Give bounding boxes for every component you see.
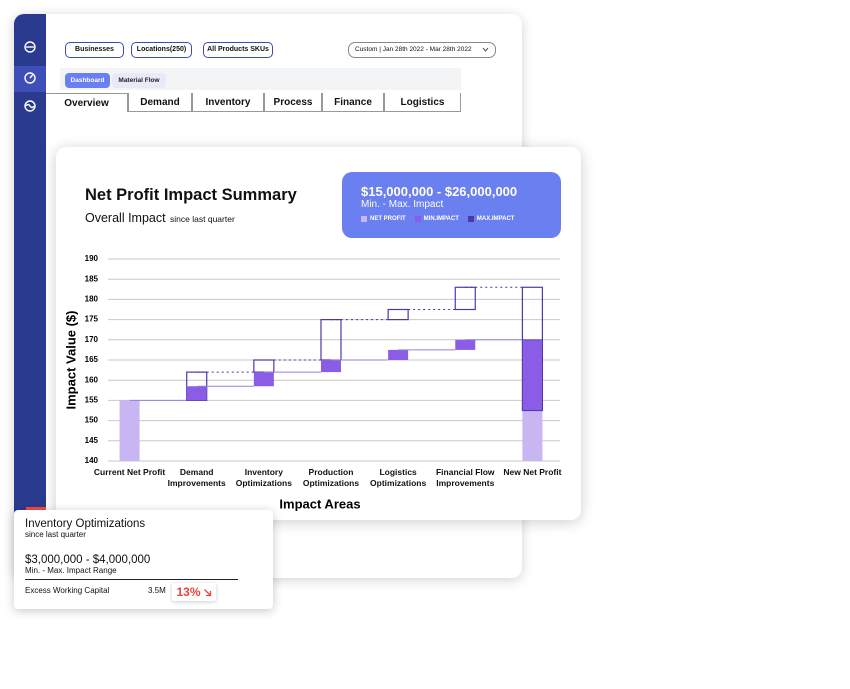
subtab[interactable]: Material Flow xyxy=(112,73,166,88)
inventory-title: Inventory Optimizations xyxy=(25,518,146,530)
filter-button[interactable]: Businesses xyxy=(65,42,124,58)
date-value: Jan 28th 2022 - Mar 28th 2022 xyxy=(382,46,472,53)
icon-gauge[interactable] xyxy=(24,72,36,84)
x-axis-title: Impact Areas xyxy=(279,496,360,511)
summary-caption: Min. - Max. Impact xyxy=(361,199,444,210)
chevron xyxy=(482,47,489,52)
x-tick-label: Logistics Optimizations xyxy=(370,467,427,488)
chart-subtitle: Overall Impact xyxy=(85,211,166,225)
x-tick-label: Inventory Optimizations xyxy=(235,467,292,488)
sidebar-icons xyxy=(24,41,36,112)
min-impact-bar xyxy=(253,372,274,387)
min-impact-bar xyxy=(186,386,207,401)
y-tick-label: 170 xyxy=(85,335,99,344)
net-profit-bar xyxy=(119,400,140,461)
chart-title: Net Profit Impact Summary xyxy=(85,186,297,204)
legend-item: MAX.IMPACT xyxy=(467,216,515,222)
chart-subtitle-row: Overall Impact since last quarter xyxy=(85,209,235,227)
x-tick-label: Production Optimizations xyxy=(302,467,360,488)
sidebar xyxy=(14,14,46,578)
filter-button[interactable]: All Products SKUs xyxy=(203,42,273,58)
tab[interactable]: Process xyxy=(264,93,322,112)
y-tick-label: 155 xyxy=(85,396,99,405)
metric-name: Excess Working Capital xyxy=(25,586,110,595)
y-tick-label: 165 xyxy=(85,355,99,364)
tab[interactable]: Demand xyxy=(128,93,192,112)
legend-label: MAX.IMPACT xyxy=(476,216,515,222)
y-tick-label: 185 xyxy=(85,274,99,283)
max-impact-bar xyxy=(454,286,476,311)
legend-swatch xyxy=(414,216,421,222)
x-tick-label: New Net Profit xyxy=(503,467,562,477)
y-axis-title: Impact Value ($) xyxy=(63,311,78,410)
inventory-card: Inventory Optimizations since last quart… xyxy=(14,510,273,609)
metric-value: 3.5M xyxy=(148,586,166,595)
sidebar-active xyxy=(14,66,46,92)
date-label: Custom | xyxy=(355,46,381,53)
card-accent xyxy=(26,507,46,510)
inventory-subtitle: since last quarter xyxy=(25,530,86,539)
x-tick-label: Financial Flow Improvements xyxy=(435,467,495,488)
summary-range: $15,000,000 - $26,000,000 xyxy=(361,184,518,199)
divider xyxy=(25,579,238,580)
tab[interactable]: Finance xyxy=(322,93,384,112)
y-tick-label: 140 xyxy=(85,456,99,465)
legend: NET PROFIT MIN.IMPACT MAX.IMPACT xyxy=(361,216,514,222)
y-tick-label: 180 xyxy=(85,295,99,304)
y-tick-label: 150 xyxy=(85,416,99,425)
y-tick-label: 160 xyxy=(85,375,99,384)
min-impact-bar xyxy=(320,360,341,373)
legend-label: MIN.IMPACT xyxy=(423,216,459,222)
x-tick-label: Demand Improvements xyxy=(167,467,226,488)
legend-swatch xyxy=(361,216,367,222)
max-impact-bar xyxy=(387,308,409,321)
legend-item: MIN.IMPACT xyxy=(414,216,459,222)
metric-change-badge: 13% xyxy=(172,583,216,601)
down-arrow xyxy=(203,588,211,596)
icon-wave[interactable] xyxy=(24,100,36,112)
max-impact-bar xyxy=(253,359,275,373)
tab[interactable]: Inventory xyxy=(192,93,264,112)
date-selector[interactable]: Custom | Jan 28th 2022 - Mar 28th 2022 xyxy=(348,42,496,58)
chart-subtitle-note: since last quarter xyxy=(170,214,235,224)
min-impact-bar xyxy=(522,339,543,411)
metric-change: 13% xyxy=(176,585,201,599)
inventory-caption: Min. - Max. Impact Range xyxy=(25,566,117,575)
legend-swatch xyxy=(467,216,474,222)
y-tick-label: 190 xyxy=(85,254,99,263)
min-impact-bar xyxy=(455,339,476,350)
filter-button[interactable]: Locations(250) xyxy=(131,42,192,58)
legend-item: NET PROFIT xyxy=(361,216,406,222)
summary-card: $15,000,000 - $26,000,000 Min. - Max. Im… xyxy=(342,172,561,238)
subtab-active[interactable]: Dashboard xyxy=(65,73,110,88)
y-tick-label: 145 xyxy=(85,436,99,445)
legend-label: NET PROFIT xyxy=(370,216,406,222)
min-impact-bar xyxy=(388,349,409,360)
tab[interactable]: Logistics xyxy=(384,93,461,112)
inventory-range: $3,000,000 - $4,000,000 xyxy=(25,554,151,566)
icon-home[interactable] xyxy=(24,41,36,53)
tab-active[interactable]: Overview xyxy=(46,93,128,112)
x-tick-label: Current Net Profit xyxy=(93,467,166,477)
net-profit-bar xyxy=(522,410,543,461)
y-tick-label: 175 xyxy=(85,315,99,324)
